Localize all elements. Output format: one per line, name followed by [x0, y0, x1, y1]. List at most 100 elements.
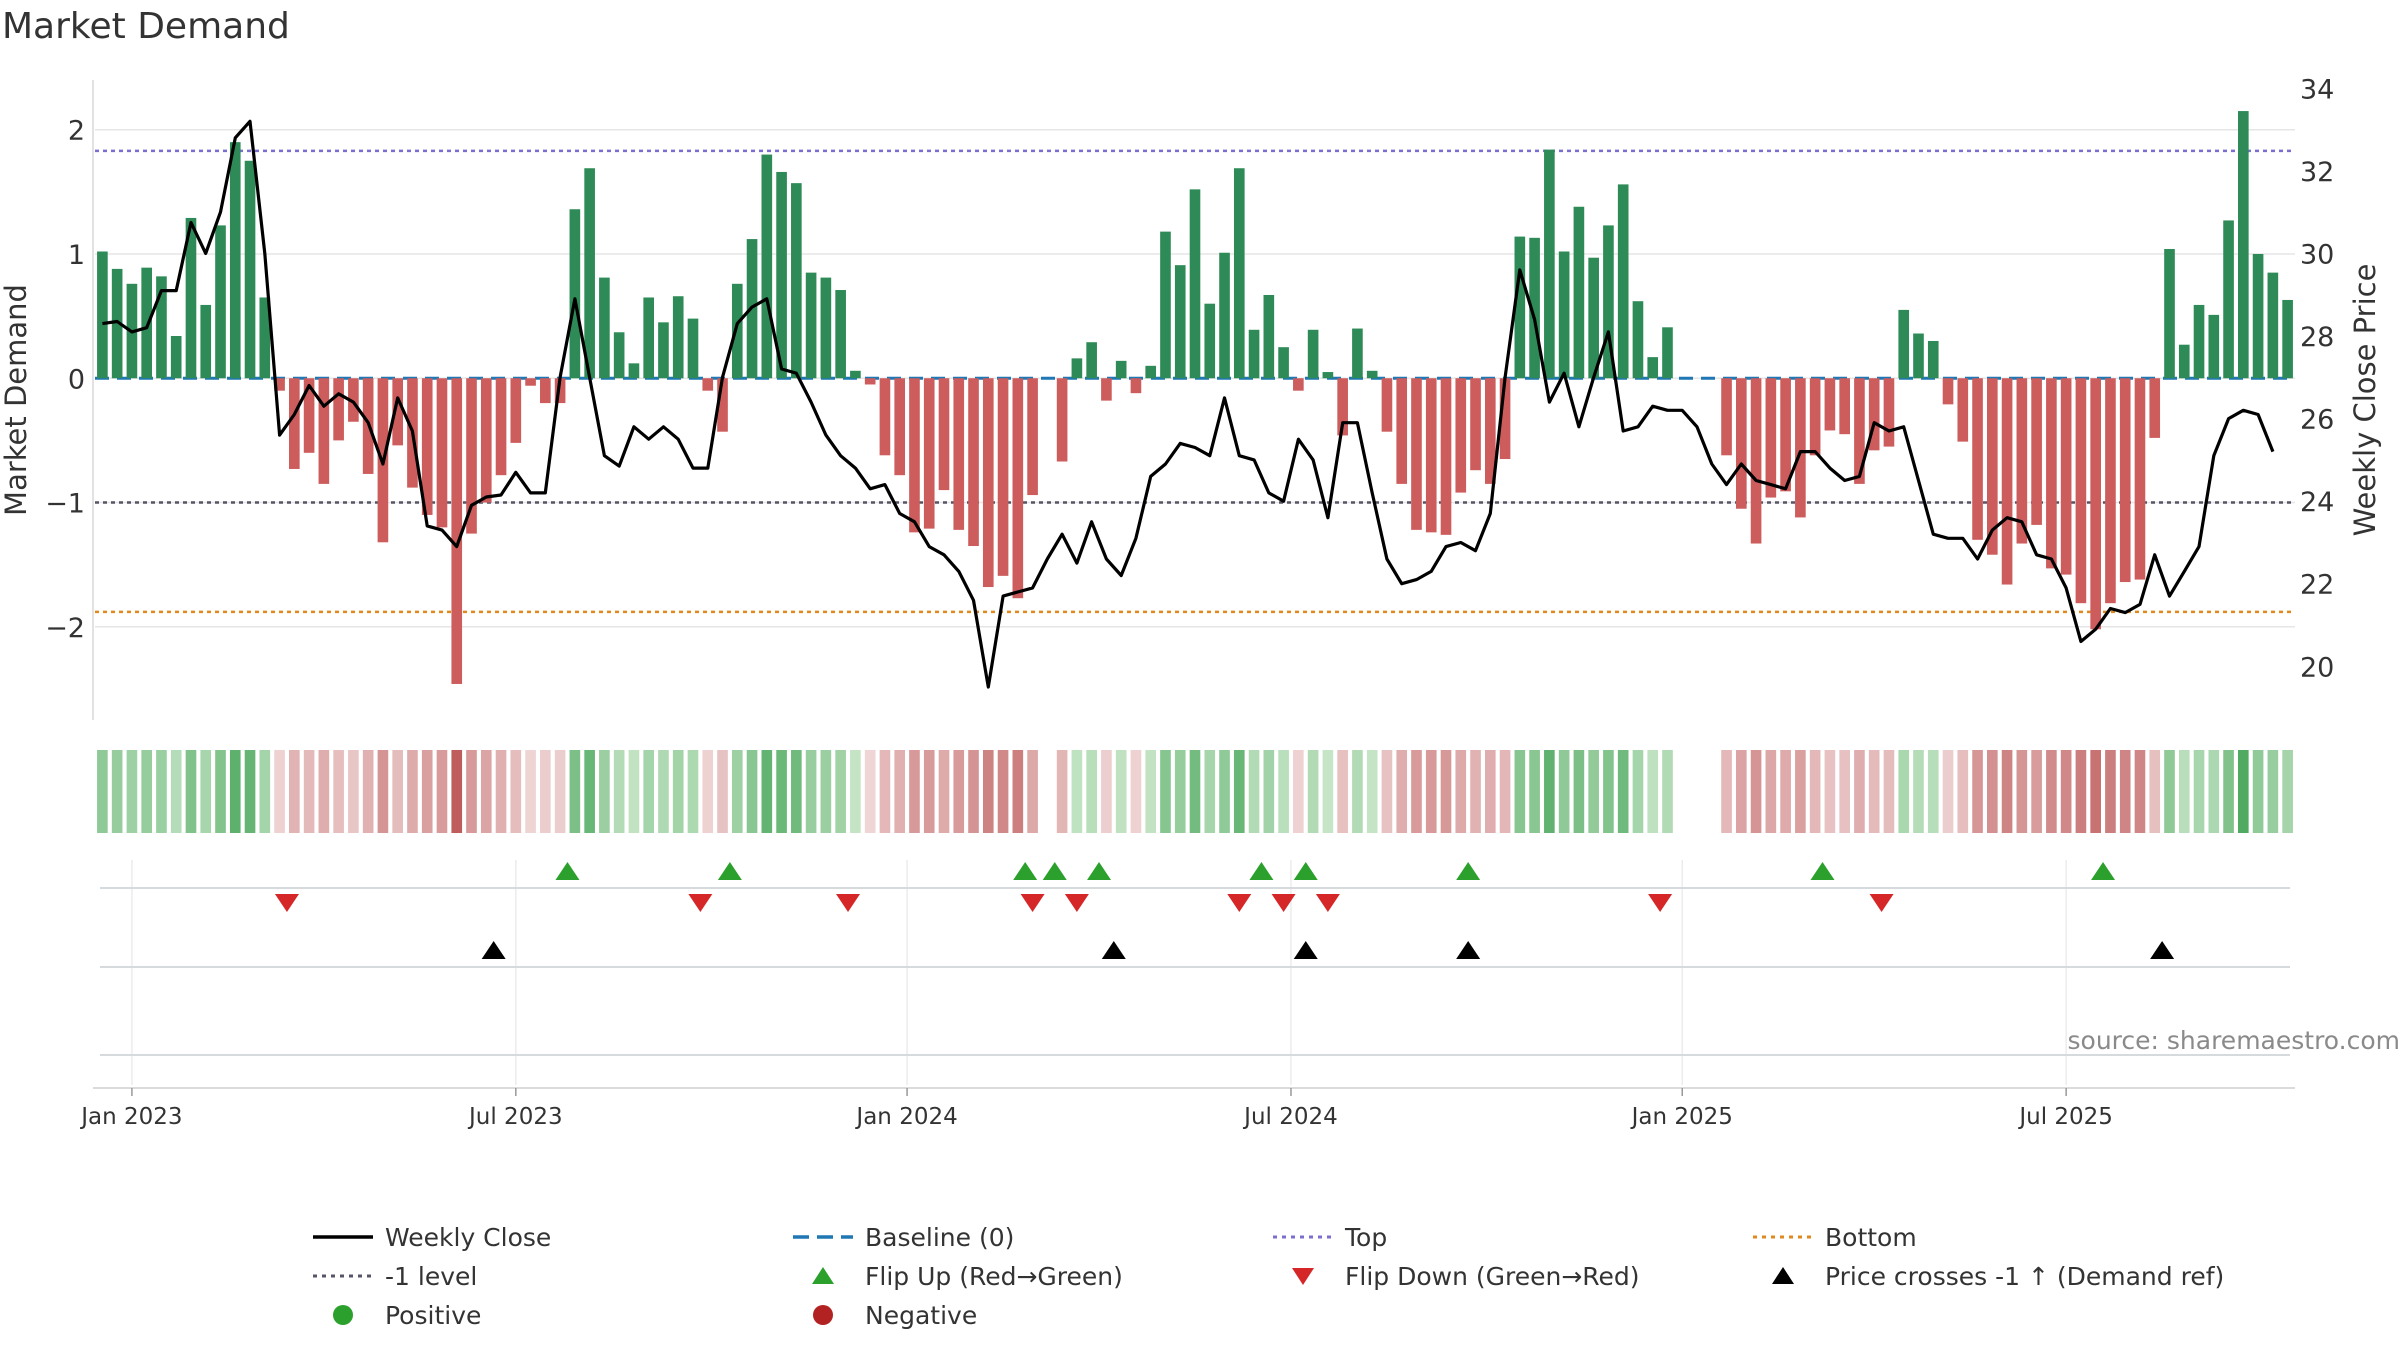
positive-bar — [599, 277, 610, 379]
positive-bar — [1603, 225, 1614, 379]
positive-bar — [2252, 253, 2264, 379]
negative-bar — [421, 378, 433, 515]
price-cross-marker — [2150, 941, 2175, 959]
strip-cell — [318, 750, 330, 833]
positive-bar — [1514, 236, 1526, 379]
positive-bar — [185, 217, 197, 379]
strip-cell — [2193, 750, 2205, 833]
strip-cell — [525, 750, 536, 833]
strip-cell — [436, 750, 448, 833]
strip-cell — [1809, 750, 1821, 833]
positive-bar — [2282, 299, 2293, 379]
y2-axis: 34 32 30 28 26 24 22 20 — [2300, 74, 2334, 683]
strip-cell — [1795, 750, 1806, 833]
strip-cell — [1824, 750, 1836, 833]
flip-up-marker — [1013, 862, 1038, 880]
strip-cell — [731, 750, 743, 833]
strip-cell — [1219, 750, 1230, 833]
x-tick-label: Jul 2024 — [1242, 1104, 1338, 1130]
strip-cell — [392, 750, 403, 833]
positive-bar — [761, 154, 773, 379]
negative-bar — [436, 378, 448, 528]
strip-cell — [2060, 750, 2072, 833]
negative-bar — [510, 378, 522, 443]
strip-cell — [1647, 750, 1659, 833]
strip-cell — [1617, 750, 1629, 833]
positive-bar — [1322, 372, 1334, 379]
positive-bar — [2267, 272, 2279, 379]
strip-cell — [2238, 750, 2249, 833]
strip-cell — [1529, 750, 1540, 833]
x-tick-label: Jan 2024 — [854, 1104, 957, 1130]
heat-strip — [97, 750, 2293, 833]
negative-bar — [968, 378, 979, 547]
strip-cell — [864, 750, 876, 833]
strip-cell — [1972, 750, 1983, 833]
negative-bar — [1987, 378, 1998, 555]
negative-bar — [1101, 378, 1112, 401]
negative-bar — [1130, 378, 1142, 394]
positive-bar — [820, 277, 832, 379]
positive-bar — [97, 251, 108, 379]
positive-bar — [1263, 294, 1275, 379]
strip-cell — [938, 750, 950, 833]
y-tick-label: 1 — [68, 240, 85, 271]
negative-bar — [525, 378, 536, 386]
negative-bar — [1839, 378, 1850, 435]
strip-cell — [466, 750, 477, 833]
strip-cell — [1942, 750, 1954, 833]
strip-cell — [421, 750, 433, 833]
negative-bar — [1455, 378, 1467, 493]
strip-cell — [2090, 750, 2101, 833]
chart-title: Market Demand — [2, 6, 290, 47]
strip-cell — [495, 750, 507, 833]
positive-bar — [1174, 265, 1186, 379]
negative-bar — [1484, 378, 1496, 484]
y-tick-label: 2 — [68, 116, 85, 147]
negative-bar — [1972, 378, 1983, 540]
negative-bar — [1396, 378, 1408, 484]
legend-item: Flip Down (Green→Red) — [1292, 1262, 1640, 1291]
positive-bar — [613, 332, 625, 379]
strip-cell — [1381, 750, 1393, 833]
legend-label: Price crosses -1 ↑ (Demand ref) — [1825, 1262, 2224, 1291]
y2-tick-label: 22 — [2300, 570, 2334, 601]
negative-bar — [1411, 378, 1422, 530]
legend-item: Price crosses -1 ↑ (Demand ref) — [1772, 1262, 2224, 1291]
strip-cell — [97, 750, 108, 833]
price-cross-marker — [481, 941, 506, 959]
strip-cell — [672, 750, 684, 833]
strip-cell — [126, 750, 138, 833]
positive-bar — [835, 290, 846, 379]
positive-bar — [244, 160, 256, 379]
strip-cell — [2282, 750, 2293, 833]
positive-bar — [1352, 328, 1363, 379]
weekly-close-line — [102, 119, 2275, 689]
legend-swatch — [1772, 1267, 1794, 1284]
positive-bar — [2223, 220, 2234, 379]
strip-cell — [1839, 750, 1850, 833]
negative-bar — [2075, 378, 2087, 604]
strip-cell — [1204, 750, 1216, 833]
positive-bar — [1233, 168, 1245, 379]
negative-bar — [1440, 378, 1452, 535]
positive-bar — [1558, 251, 1570, 379]
demand-bars — [97, 111, 2293, 684]
strip-cell — [1322, 750, 1334, 833]
strip-cell — [1101, 750, 1112, 833]
positive-bar — [805, 272, 817, 379]
negative-bar — [1883, 378, 1895, 447]
strip-cell — [348, 750, 359, 833]
flip-down-marker — [1271, 894, 1296, 912]
strip-cell — [1632, 750, 1644, 833]
strip-cell — [1558, 750, 1570, 833]
strip-cell — [1160, 750, 1171, 833]
y2-axis-label: Weekly Close Price — [2348, 264, 2382, 537]
negative-bar — [1381, 378, 1393, 432]
positive-bar — [643, 297, 655, 379]
positive-bar — [1529, 237, 1540, 379]
positive-bar — [1086, 342, 1097, 379]
positive-bar — [1913, 333, 1924, 379]
strip-cell — [1440, 750, 1452, 833]
negative-bar — [2119, 378, 2131, 583]
